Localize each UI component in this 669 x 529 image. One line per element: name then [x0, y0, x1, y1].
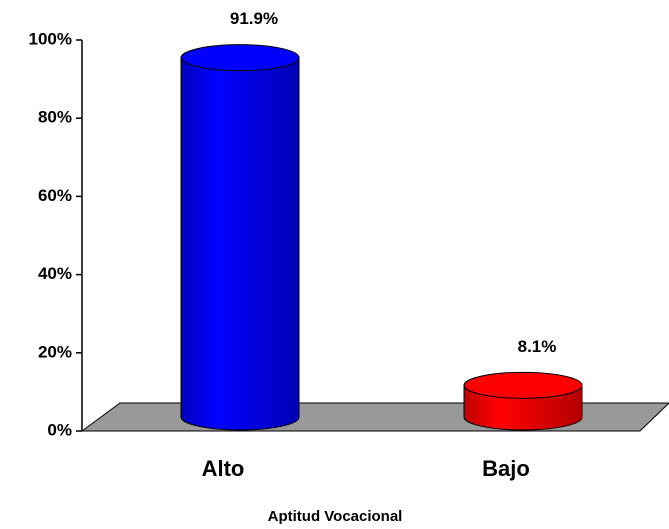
cylinder-top — [180, 44, 300, 72]
y-tick-label: 60% — [38, 186, 72, 205]
x-axis-label: Aptitud Vocacional — [268, 508, 403, 525]
y-tick-label: 0% — [47, 420, 72, 439]
x-tick-label: Alto — [202, 456, 245, 481]
value-label: 8.1% — [518, 337, 557, 356]
y-tick-label: 40% — [38, 264, 72, 283]
y-tick-label: 80% — [38, 108, 72, 127]
y-tick-label: 20% — [38, 342, 72, 361]
cylinder — [180, 57, 300, 431]
y-tick-label: 100% — [29, 29, 72, 48]
value-label: 91.9% — [230, 9, 278, 28]
cylinder-top — [463, 371, 583, 399]
x-tick-label: Bajo — [482, 456, 530, 481]
